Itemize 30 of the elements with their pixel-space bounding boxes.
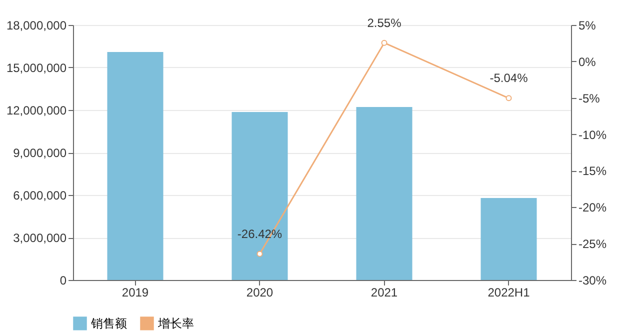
y-tick-label: 12,000,000 xyxy=(6,104,67,118)
bar xyxy=(356,107,412,280)
y2-tick-label: -25% xyxy=(578,237,607,252)
y2-tick-label: 0% xyxy=(578,54,596,69)
y-tick-label: 18,000,000 xyxy=(6,18,67,32)
bar xyxy=(232,112,288,280)
y2-tick-label: 5% xyxy=(578,18,596,32)
y2-tick-label: -5% xyxy=(578,91,600,106)
data-label: -5.04% xyxy=(490,71,528,86)
y-tick-label: 15,000,000 xyxy=(6,61,67,75)
y-tick-label: 6,000,000 xyxy=(13,188,67,202)
bar xyxy=(107,52,164,280)
point xyxy=(506,95,512,102)
y2-tick-label: -10% xyxy=(578,128,607,142)
legend-label: 销售额 xyxy=(90,316,127,330)
y2-tick-label: -30% xyxy=(578,274,607,288)
y2-tick-label: -15% xyxy=(578,164,607,178)
x-tick-label: 2021 xyxy=(370,286,398,300)
x-tick-label: 2019 xyxy=(122,286,149,300)
data-label: 2.55% xyxy=(367,16,402,30)
x-tick-label: 2022H1 xyxy=(488,286,530,300)
y2-tick-label: -20% xyxy=(578,200,607,215)
x-tick-label: 2020 xyxy=(246,286,274,300)
y-tick-label: 3,000,000 xyxy=(13,231,67,245)
point xyxy=(381,40,388,46)
y-tick-label: 9,000,000 xyxy=(13,146,67,160)
y-tick-label: 0 xyxy=(60,274,67,288)
legend-label: 增长率 xyxy=(157,316,194,330)
bar xyxy=(480,198,537,280)
point xyxy=(256,250,263,257)
